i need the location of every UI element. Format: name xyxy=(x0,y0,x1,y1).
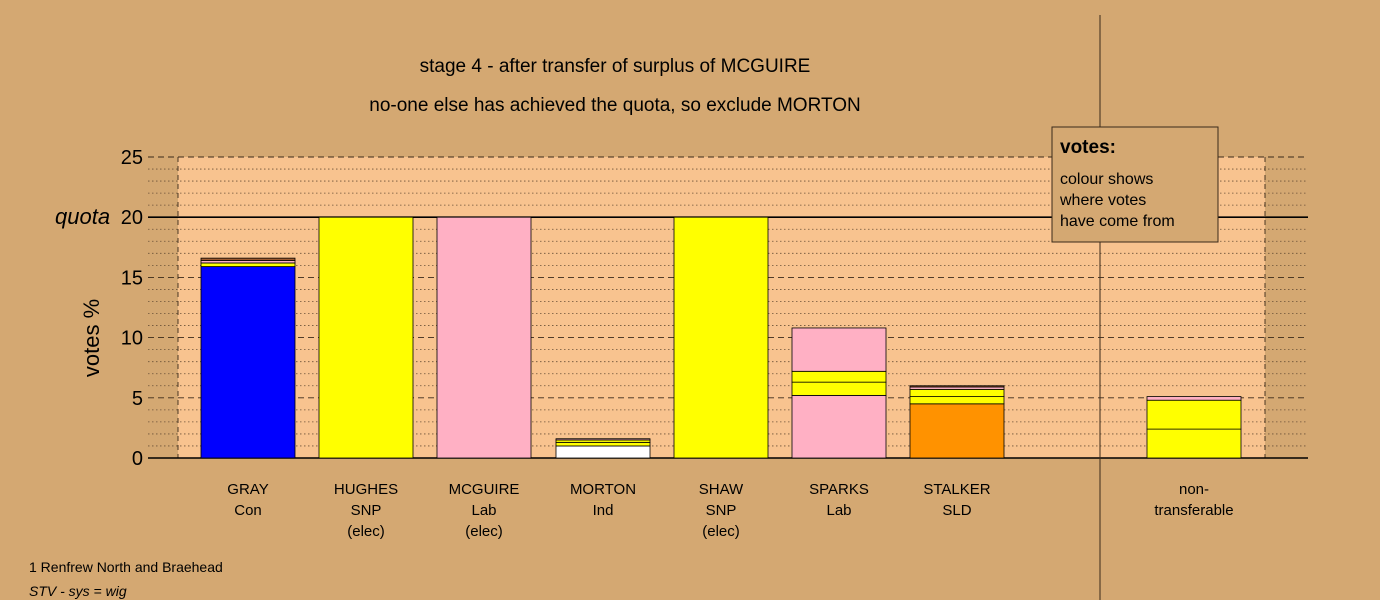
x-label-name: SPARKS xyxy=(809,481,869,498)
x-axis-labels: GRAY Con HUGHES SNP (elec) MCGUIRE Lab (elec) MO… xyxy=(227,481,1233,540)
bar-segment-mcguire-lab xyxy=(436,216,532,459)
legend-heading: votes: xyxy=(1060,137,1116,158)
x-label-party: Con xyxy=(234,502,262,519)
chart-title-line2: no-one else has achieved the quota, so e… xyxy=(369,95,860,116)
chart-title-line1: stage 4 - after transfer of surplus of M… xyxy=(420,56,811,77)
bar-segment-non-snp xyxy=(1146,399,1242,430)
x-label-name: non- xyxy=(1179,481,1209,498)
y-tick-label: 10 xyxy=(121,328,143,350)
x-label-note: (elec) xyxy=(702,523,740,540)
bar-segment-hughes-snp xyxy=(318,216,414,459)
x-label-name: MORTON xyxy=(570,481,636,498)
y-tick-label: 15 xyxy=(121,267,143,289)
y-tick-label: 25 xyxy=(121,147,143,169)
y-tick-label: 20 xyxy=(121,207,143,229)
x-label-note: (elec) xyxy=(347,523,385,540)
x-label-party: SNP xyxy=(706,502,737,519)
bar-segment-stalker-snp xyxy=(909,396,1005,405)
bar-segment-gray-other xyxy=(200,257,296,261)
legend-line-1: colour shows xyxy=(1060,171,1153,188)
y-tick-label: 5 xyxy=(132,388,143,410)
bar-segment-stalker-snp xyxy=(909,388,1005,397)
bar-segment-morton-lab xyxy=(555,438,651,441)
bar-segment-shaw-snp xyxy=(673,216,769,459)
x-label-party: Lab xyxy=(471,502,496,519)
x-label-name: HUGHES xyxy=(334,481,398,498)
y-axis-ticks: 0 5 10 15 20 25 xyxy=(121,147,143,470)
bar-segment-gray-snp xyxy=(200,262,296,267)
x-label-name: STALKER xyxy=(923,481,990,498)
y-axis-label: votes % xyxy=(79,299,104,377)
x-label-party: SLD xyxy=(942,502,971,519)
footer-line2: STV - sys = wig xyxy=(29,583,127,599)
bars xyxy=(200,216,1242,459)
bar-segment-morton-ind xyxy=(555,445,651,459)
legend-line-3: have come from xyxy=(1060,213,1175,230)
x-label-name: GRAY xyxy=(227,481,268,498)
x-label-party: transferable xyxy=(1154,502,1233,519)
x-label-note: (elec) xyxy=(465,523,503,540)
x-label-party: Ind xyxy=(593,502,614,519)
bar-segment-non-snp xyxy=(1146,428,1242,459)
quota-label: quota xyxy=(55,204,110,229)
x-label-party: Lab xyxy=(826,502,851,519)
bar-segment-sparks-snp xyxy=(791,370,887,383)
x-label-name: SHAW xyxy=(699,481,744,498)
bar-segment-gray-con xyxy=(200,266,296,459)
bar-segment-stalker-other xyxy=(909,385,1005,388)
footer-line1: 1 Renfrew North and Braehead xyxy=(29,559,223,575)
bar-segment-sparks-snp xyxy=(791,381,887,396)
bar-segment-non-lab xyxy=(1146,396,1242,401)
bar-segment-stalker-sld xyxy=(909,403,1005,459)
bar-segment-sparks-lab xyxy=(791,327,887,372)
x-label-party: SNP xyxy=(351,502,382,519)
y-tick-label: 0 xyxy=(132,448,143,470)
x-label-name: MCGUIRE xyxy=(449,481,520,498)
bar-segment-sparks-lab xyxy=(791,394,887,459)
legend-line-2: where votes xyxy=(1059,192,1146,209)
bar-segment-morton-snp xyxy=(555,441,651,447)
legend-box: votes: colour shows where votes have com… xyxy=(1051,126,1219,243)
